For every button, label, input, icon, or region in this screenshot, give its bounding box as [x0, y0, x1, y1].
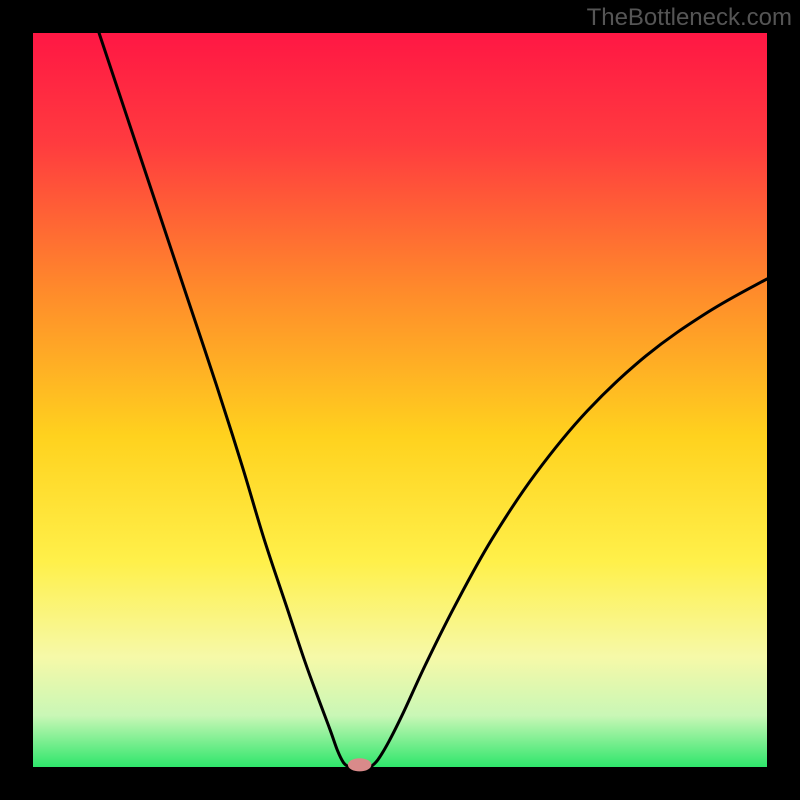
- chart-container: TheBottleneck.com: [0, 0, 800, 800]
- watermark-text: TheBottleneck.com: [587, 4, 792, 32]
- bottleneck-chart: [0, 0, 800, 800]
- plot-background: [33, 33, 767, 767]
- minimum-marker: [348, 758, 371, 771]
